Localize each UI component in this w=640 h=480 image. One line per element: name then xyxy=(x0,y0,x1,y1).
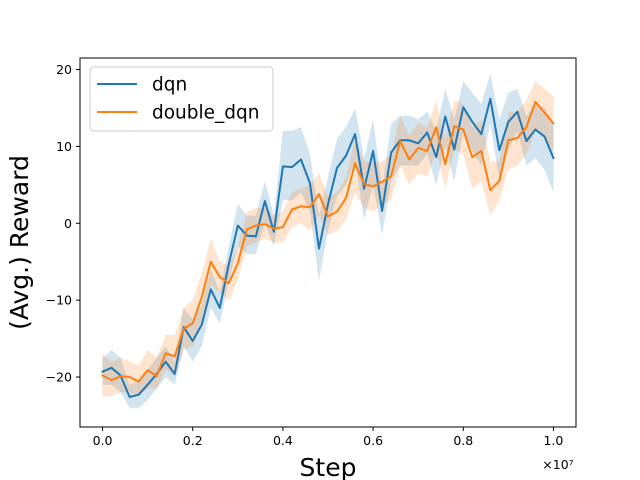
legend-label-dqn: dqn xyxy=(152,75,187,96)
x-tick-label: 1.0 xyxy=(544,433,564,448)
x-tick-label: 0.4 xyxy=(273,433,293,448)
y-tick-label: −10 xyxy=(46,293,72,308)
series-lines xyxy=(101,97,555,399)
series-line-double-dqn xyxy=(101,100,555,383)
band-dqn xyxy=(102,73,554,408)
confidence-bands xyxy=(102,73,554,408)
x-tick-label: 0.2 xyxy=(183,433,203,448)
x-tick-label: 0.8 xyxy=(453,433,473,448)
y-tick-label: 0 xyxy=(64,216,72,231)
x-tick-label: 0.6 xyxy=(363,433,383,448)
y-tick-label: 10 xyxy=(56,139,72,154)
plot-frame xyxy=(79,57,577,428)
series-line-dqn xyxy=(101,97,555,399)
y-axis-title: (Avg.) Reward xyxy=(5,155,34,330)
y-axis-ticks: −20 −10 0 10 20 xyxy=(46,62,80,385)
y-tick-label: −20 xyxy=(46,370,72,385)
x-tick-label: 0.0 xyxy=(93,433,113,448)
x-axis-offset-label: ×10⁷ xyxy=(542,457,573,472)
x-axis-title: Step xyxy=(300,453,357,480)
legend-label-double-dqn: double_dqn xyxy=(152,103,260,124)
y-tick-label: 20 xyxy=(56,62,72,77)
x-axis-ticks: 0.0 0.2 0.4 0.6 0.8 1.0 xyxy=(93,427,564,448)
legend: dqn double_dqn xyxy=(89,66,274,132)
band-double-dqn xyxy=(102,81,554,397)
